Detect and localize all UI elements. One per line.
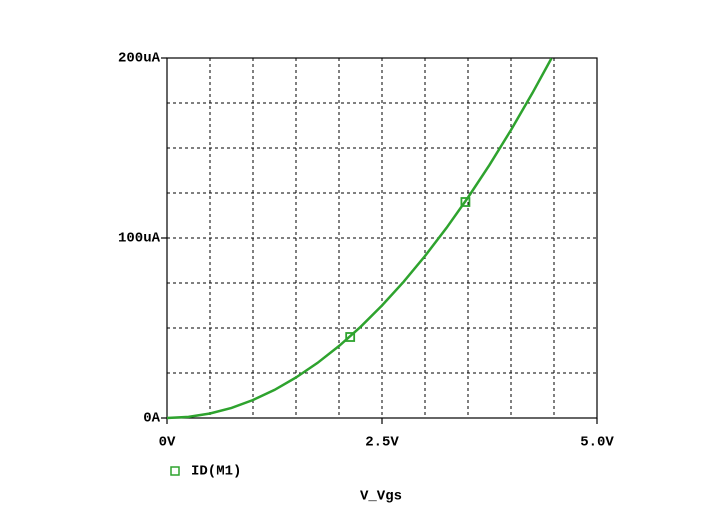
series-marker <box>345 332 356 342</box>
y-tick-label: 0A <box>143 411 160 427</box>
x-tick-label: 5.0V <box>580 435 614 451</box>
y-tick-label: 200uA <box>118 51 161 67</box>
legend-label: ID(M1) <box>191 464 241 480</box>
series-line <box>166 57 553 420</box>
x-tick-label: 0V <box>159 435 176 451</box>
y-tick-label: 100uA <box>118 231 161 247</box>
x-tick-label: 2.5V <box>365 435 399 451</box>
x-axis-label: V_Vgs <box>360 489 402 505</box>
legend-swatch <box>170 466 180 476</box>
series-marker <box>460 197 471 207</box>
